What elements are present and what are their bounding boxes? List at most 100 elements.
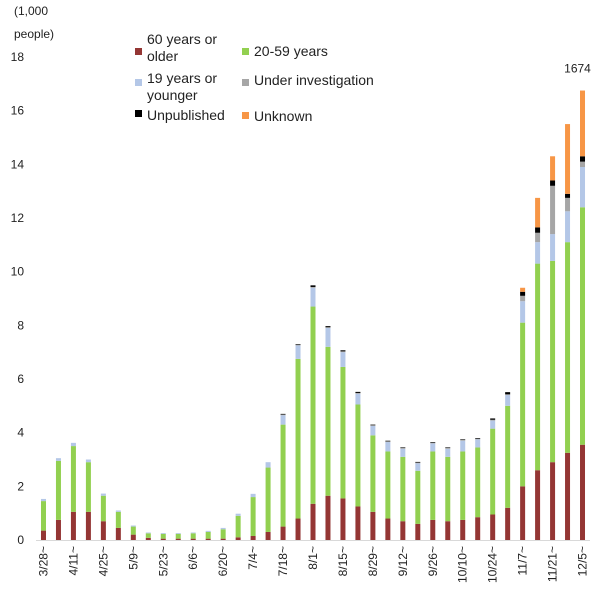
- bar-segment: [385, 441, 391, 443]
- legend-item: Unknown: [242, 108, 312, 124]
- bar-segment: [550, 234, 556, 261]
- bar-segment: [310, 503, 316, 540]
- bar-segment: [295, 344, 301, 346]
- bar-segment: [520, 301, 526, 323]
- bar-segment: [565, 197, 571, 212]
- bar-segment: [340, 350, 346, 352]
- bar-segment: [280, 424, 286, 527]
- x-tick-label: 3/28~: [36, 546, 50, 576]
- bar-segment: [535, 232, 541, 243]
- bar-segment: [370, 424, 376, 426]
- bar-segment: [340, 352, 346, 367]
- bar-stack: [490, 418, 496, 540]
- y-tick-label: 12: [11, 211, 25, 225]
- bar-segment: [445, 521, 451, 540]
- legend-item: Under investigation: [242, 72, 374, 88]
- bar-segment: [310, 306, 316, 504]
- bar-segment: [40, 501, 46, 531]
- bar-segment: [535, 470, 541, 540]
- bar-segment: [445, 448, 451, 457]
- bar-segment: [550, 462, 556, 540]
- bar-segment: [340, 366, 346, 499]
- bar-stack: [475, 438, 481, 540]
- bar-segment: [325, 346, 331, 496]
- bar-segment: [580, 207, 586, 445]
- bar-segment: [535, 263, 541, 471]
- bar-segment: [310, 287, 316, 307]
- bar-stacks: [40, 90, 586, 541]
- bar-segment: [280, 413, 286, 415]
- bar-segment: [550, 180, 556, 186]
- y-tick-label: 14: [11, 157, 25, 171]
- legend-label: Unpublished: [147, 107, 225, 123]
- bar-segment: [235, 513, 241, 516]
- bar-segment: [145, 537, 151, 540]
- bar-segment: [355, 392, 361, 394]
- bar-stack: [265, 462, 271, 540]
- x-tick-label: 9/12~: [396, 546, 410, 576]
- bar-segment: [490, 420, 496, 429]
- bar-stack: [85, 459, 91, 540]
- bar-segment: [175, 538, 181, 540]
- bar-segment: [100, 493, 106, 496]
- bar-segment: [220, 529, 226, 539]
- bar-segment: [415, 462, 421, 464]
- bar-stack: [565, 124, 571, 540]
- x-tick-label: 6/20~: [216, 546, 230, 576]
- bar-segment: [250, 493, 256, 498]
- legend: 60 years or older 20-59 years 19 years or yo…: [135, 31, 374, 124]
- bar-segment: [490, 419, 496, 421]
- legend-swatch: [135, 110, 142, 117]
- legend-swatch: [135, 79, 142, 86]
- bar-segment: [85, 511, 91, 540]
- bar-segment: [115, 527, 121, 540]
- y-tick-label: 4: [17, 426, 24, 440]
- legend-item: 60 years or older: [135, 31, 217, 64]
- bar-stack: [415, 461, 421, 540]
- bar-segment: [400, 447, 406, 449]
- bar-segment: [580, 156, 586, 162]
- bar-segment: [400, 448, 406, 457]
- bar-stack: [280, 413, 286, 540]
- legend-item: 19 years or younger: [135, 70, 217, 103]
- y-tick-label: 6: [17, 372, 24, 386]
- y-axis-tick-labels: 0 2 4 6 8 10 12 14 16 18: [11, 50, 25, 547]
- bar-stack: [40, 498, 46, 540]
- bar-segment: [400, 447, 406, 449]
- bar-segment: [220, 527, 226, 530]
- bar-segment: [130, 534, 136, 540]
- bar-segment: [460, 519, 466, 541]
- bar-segment: [505, 405, 511, 508]
- bar-segment: [565, 211, 571, 243]
- legend-label: Unknown: [254, 108, 312, 124]
- bar-segment: [520, 287, 526, 292]
- bar-segment: [385, 518, 391, 540]
- bar-segment: [505, 392, 511, 395]
- bar-segment: [130, 525, 136, 527]
- bar-segment: [175, 533, 181, 534]
- bar-segment: [580, 90, 586, 157]
- bar-stack: [400, 447, 406, 540]
- bar-segment: [520, 291, 526, 296]
- bar-segment: [295, 345, 301, 359]
- bar-stack: [430, 442, 436, 541]
- bar-segment: [70, 511, 76, 540]
- bar-segment: [295, 358, 301, 519]
- bar-stack: [220, 527, 226, 540]
- x-tick-label: 12/5~: [576, 546, 590, 576]
- y-tick-label: 18: [11, 50, 25, 64]
- bar-segment: [295, 518, 301, 540]
- y-tick-label: 10: [11, 265, 25, 279]
- bar-segment: [400, 456, 406, 522]
- bar-segment: [190, 533, 196, 539]
- bar-stack: [340, 350, 346, 540]
- bar-segment: [100, 521, 106, 540]
- bar-segment: [130, 526, 136, 535]
- bar-stack: [115, 510, 121, 540]
- bar-segment: [460, 439, 466, 440]
- bar-segment: [535, 242, 541, 264]
- bar-segment: [85, 459, 91, 463]
- bar-segment: [370, 511, 376, 540]
- bar-segment: [490, 428, 496, 515]
- bar-stack: [550, 156, 556, 540]
